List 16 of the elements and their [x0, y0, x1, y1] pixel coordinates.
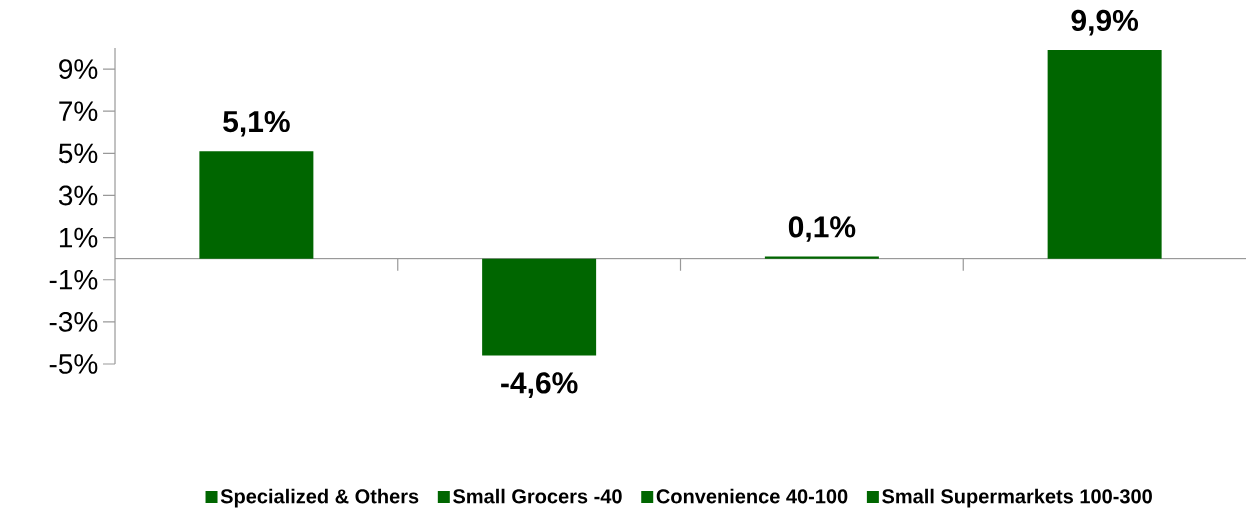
legend-label: Small Grocers -40 — [453, 488, 622, 504]
data-label: 0,1% — [788, 216, 856, 242]
y-tick-label: 9% — [59, 59, 98, 79]
y-tick-label: -3% — [49, 311, 98, 332]
y-tick-label: 1% — [59, 227, 98, 248]
data-label: 9,9% — [1071, 9, 1139, 36]
legend-label: Small Supermarkets 100-300 — [882, 488, 1152, 508]
y-tick-label: 5% — [58, 143, 98, 164]
y-tick-label: 3% — [58, 185, 98, 206]
data-label: 5,1% — [223, 111, 290, 137]
y-tick-label: -1% — [49, 269, 98, 290]
y-tick-label: -5% — [49, 354, 98, 374]
y-tick-label: 7% — [59, 101, 98, 121]
data-label: -4,6% — [501, 372, 578, 398]
legend-label: Convenience 40-100 — [656, 488, 848, 504]
legend-label: Specialized & Others — [220, 488, 419, 508]
